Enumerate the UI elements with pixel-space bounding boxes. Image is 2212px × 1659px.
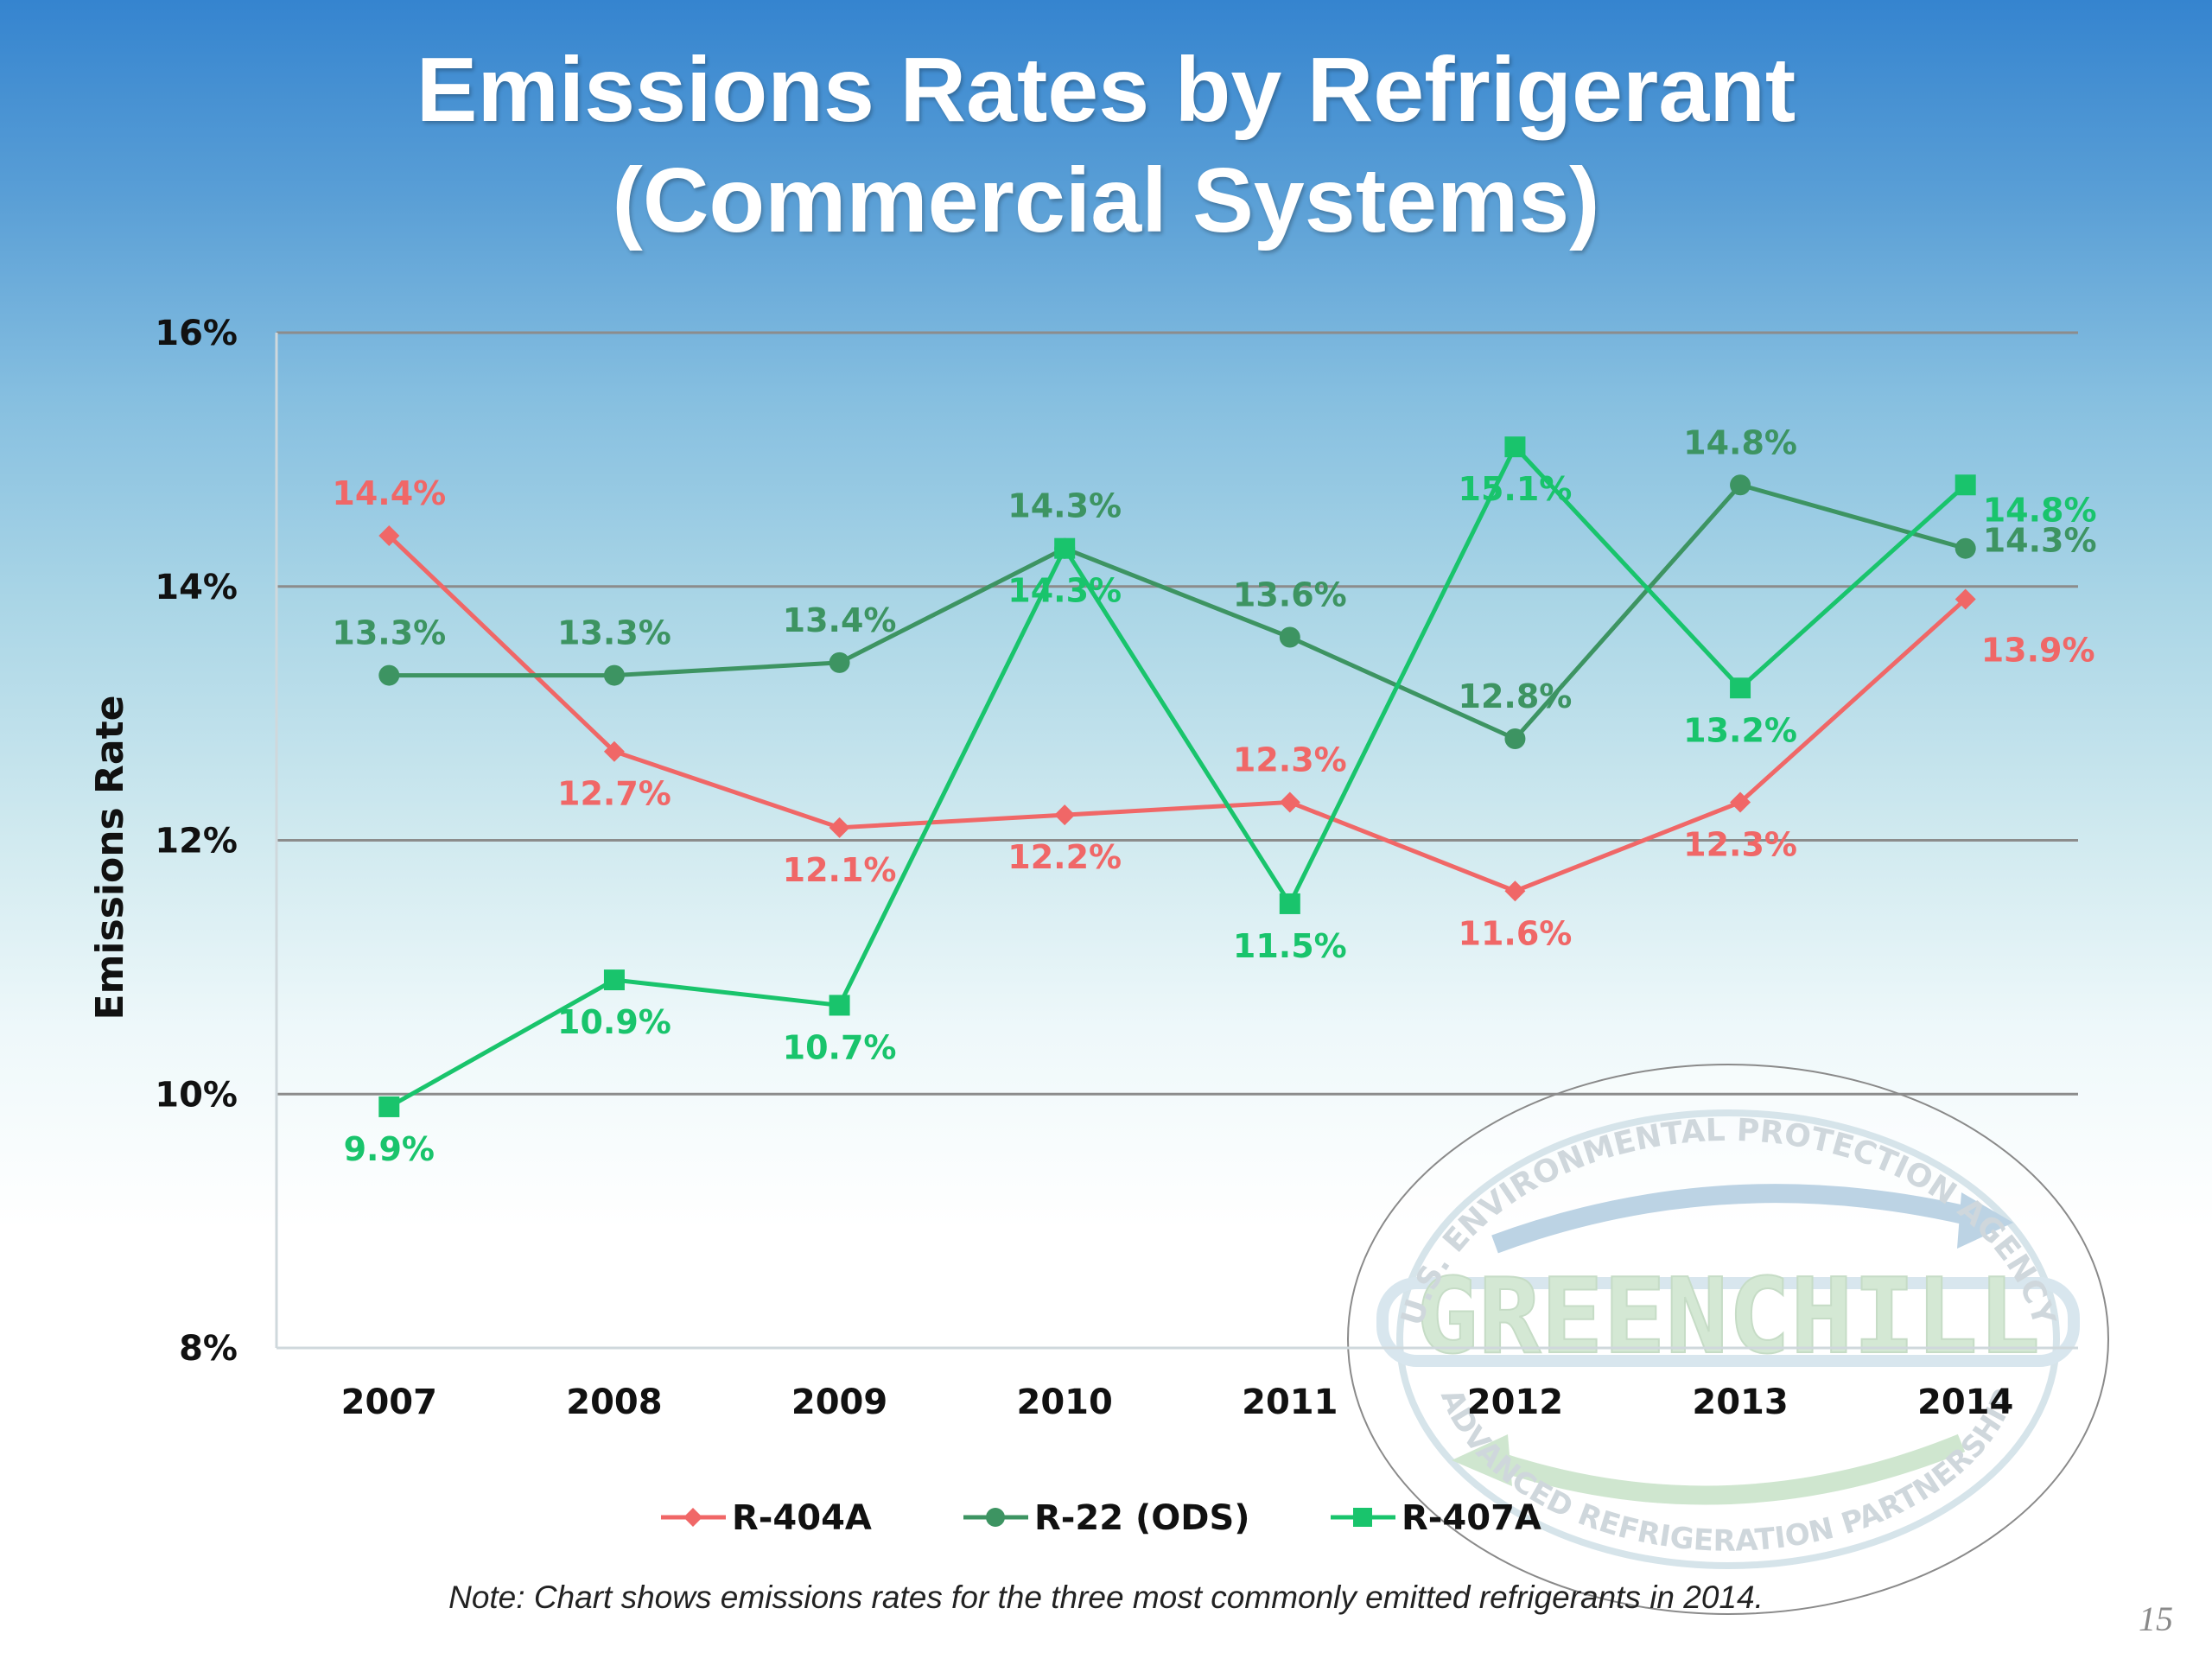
greenchill-logo-watermark: GREENCHILL U.S. ENVIRONMENTAL PROTECTION… xyxy=(1347,1064,2109,1615)
legend-label: R-22 (ODS) xyxy=(1034,1498,1250,1538)
data-label: 14.3% xyxy=(1983,522,2097,560)
data-label: 14.8% xyxy=(1683,423,1797,461)
x-tick-label: 2014 xyxy=(1917,1382,2013,1422)
data-labels: 14.4% 12.7% 12.1% 12.2% 12.3% 11.6% 12.3% 13.9%… xyxy=(332,423,2096,1168)
data-point xyxy=(1730,791,1751,813)
data-label: 11.5% xyxy=(1233,927,1347,965)
data-point xyxy=(1955,537,1976,559)
data-point xyxy=(1955,474,1976,496)
axes: 8% 10% 12% 14% 16% 2007 2008 2009 2010 2011 2012 20… xyxy=(88,314,2078,1422)
data-label: 13.3% xyxy=(557,614,671,652)
data-label: 9.9% xyxy=(344,1130,435,1168)
data-label: 13.3% xyxy=(332,614,446,652)
data-label: 15.1% xyxy=(1459,470,1573,508)
y-tick-label: 8% xyxy=(179,1329,238,1369)
x-tick-label: 2010 xyxy=(1017,1382,1113,1422)
legend: R-404A R-22 (ODS) R-407A xyxy=(661,1498,1541,1538)
page-number: 15 xyxy=(2139,1599,2173,1638)
x-tick-label: 2009 xyxy=(791,1382,887,1422)
slide-title-line-2: (Commercial Systems) xyxy=(612,149,1600,251)
y-tick-label: 14% xyxy=(155,568,238,607)
data-label: 14.4% xyxy=(332,474,446,512)
data-point xyxy=(829,652,850,673)
data-label: 12.3% xyxy=(1233,741,1347,779)
data-point xyxy=(1730,677,1751,699)
slide-title: Emissions Rates by Refrigerant (Commerci… xyxy=(0,35,2212,256)
data-point xyxy=(1054,537,1076,559)
data-point xyxy=(603,969,625,991)
data-label: 14.3% xyxy=(1007,572,1122,610)
gridlines xyxy=(276,331,2078,1096)
x-tick-label: 2007 xyxy=(341,1382,437,1422)
data-label: 13.4% xyxy=(783,601,897,639)
data-point xyxy=(1279,626,1300,648)
legend-label: R-404A xyxy=(732,1498,872,1538)
legend-label: R-407A xyxy=(1402,1498,1541,1538)
data-label: 14.8% xyxy=(1983,491,2097,529)
data-point xyxy=(1054,804,1076,826)
series-lines xyxy=(378,436,1976,1117)
data-point xyxy=(378,525,400,546)
chart-note: Note: Chart shows emissions rates for th… xyxy=(448,1580,1764,1615)
data-point xyxy=(603,664,625,686)
data-point xyxy=(603,741,625,762)
data-label: 14.3% xyxy=(1007,487,1122,525)
data-label: 10.9% xyxy=(557,1003,671,1041)
data-label: 10.7% xyxy=(783,1028,897,1066)
data-point xyxy=(378,664,400,686)
data-point xyxy=(1955,588,1976,610)
data-label: 12.7% xyxy=(557,775,671,813)
data-label: 12.8% xyxy=(1459,677,1573,715)
data-point xyxy=(378,1096,400,1117)
slide-title-line-1: Emissions Rates by Refrigerant xyxy=(416,39,1796,141)
data-point xyxy=(829,817,850,838)
y-axis-title: Emissions Rate xyxy=(88,696,132,1020)
data-label: 12.1% xyxy=(783,851,897,889)
data-point xyxy=(829,995,850,1016)
data-label: 11.6% xyxy=(1459,914,1573,952)
series-line xyxy=(389,482,1967,741)
x-tick-label: 2008 xyxy=(566,1382,662,1422)
data-point xyxy=(1730,474,1751,496)
data-label: 13.2% xyxy=(1683,711,1797,749)
y-tick-label: 12% xyxy=(155,822,238,861)
x-tick-label: 2011 xyxy=(1242,1382,1338,1422)
watermark-logo-text: GREENCHILL xyxy=(1416,1257,2040,1377)
data-point xyxy=(986,1508,1005,1527)
data-point xyxy=(1279,893,1300,914)
data-point xyxy=(1353,1508,1372,1527)
data-point xyxy=(683,1508,702,1527)
data-point xyxy=(1279,791,1300,813)
data-label: 13.6% xyxy=(1233,576,1347,614)
x-tick-label: 2013 xyxy=(1692,1382,1788,1422)
series-line xyxy=(387,534,1967,893)
data-point xyxy=(1504,436,1526,458)
y-tick-label: 16% xyxy=(155,314,238,353)
data-point xyxy=(1504,880,1526,902)
data-point xyxy=(1504,728,1526,749)
series-line xyxy=(388,444,1967,1109)
y-tick-label: 10% xyxy=(155,1075,238,1115)
data-label: 12.2% xyxy=(1007,838,1122,876)
data-label: 13.9% xyxy=(1981,631,2095,669)
x-tick-label: 2012 xyxy=(1467,1382,1563,1422)
data-label: 12.3% xyxy=(1683,825,1797,863)
